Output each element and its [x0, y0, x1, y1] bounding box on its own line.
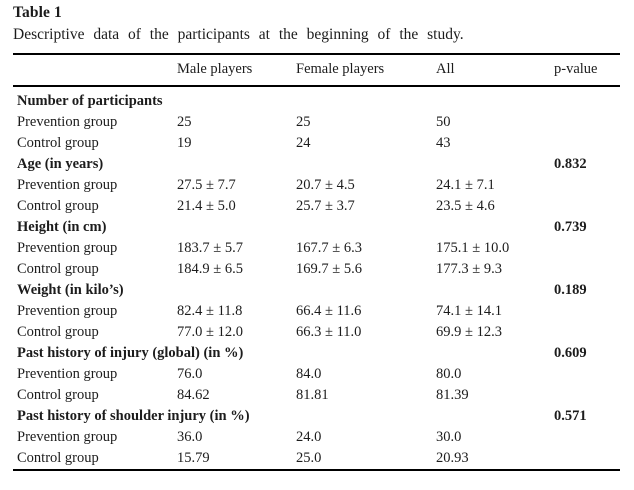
cell-all: 43	[436, 135, 451, 151]
section-row: Age (in years) 0.832	[13, 154, 620, 175]
column-header-male-players: Male players	[177, 61, 253, 77]
data-row: Prevention group 183.7 ± 5.7 167.7 ± 6.3…	[13, 238, 620, 259]
cell-all: 175.1 ± 10.0	[436, 240, 510, 256]
section-label: Weight (in kilo’s)	[17, 282, 124, 298]
cell-female: 84.0	[296, 366, 322, 382]
section-row: Past history of injury (global) (in %) 0…	[13, 343, 620, 364]
section-label: Number of participants	[17, 93, 163, 109]
data-row: Prevention group 25 25 50	[13, 112, 620, 133]
cell-female: 66.4 ± 11.6	[296, 303, 362, 319]
section-label: Height (in cm)	[17, 219, 107, 235]
cell-all: 80.0	[436, 366, 462, 382]
section-row: Past history of shoulder injury (in %) 0…	[13, 406, 620, 427]
cell-all: 69.9 ± 12.3	[436, 324, 502, 340]
cell-female: 25	[296, 114, 311, 130]
row-label: Prevention group	[17, 303, 118, 319]
data-row: Control group 77.0 ± 12.0 66.3 ± 11.0 69…	[13, 322, 620, 343]
row-label: Control group	[17, 387, 99, 403]
cell-male: 27.5 ± 7.7	[177, 177, 236, 193]
cell-female: 20.7 ± 4.5	[296, 177, 355, 193]
column-header-female-players: Female players	[296, 61, 385, 77]
section-p-value: 0.739	[554, 219, 587, 235]
table-title: Table 1	[13, 4, 62, 21]
section-p-value: 0.571	[554, 408, 587, 424]
row-label: Prevention group	[17, 429, 118, 445]
row-label: Control group	[17, 198, 99, 214]
data-row: Control group 184.9 ± 6.5 169.7 ± 5.6 17…	[13, 259, 620, 280]
section-row: Height (in cm) 0.739	[13, 217, 620, 238]
data-row: Prevention group 82.4 ± 11.8 66.4 ± 11.6…	[13, 301, 620, 322]
section-label: Past history of injury (global) (in %)	[17, 345, 244, 361]
cell-male: 15.79	[177, 450, 210, 466]
column-header-empty	[13, 59, 177, 80]
table-caption: Descriptive data of the participants at …	[13, 26, 464, 43]
section-row: Number of participants	[13, 91, 620, 112]
cell-female: 24.0	[296, 429, 322, 445]
cell-all: 50	[436, 114, 451, 130]
table-body: Number of participants Prevention group …	[13, 87, 620, 471]
row-label: Prevention group	[17, 177, 118, 193]
descriptive-data-table: Male players Female players All p-value …	[13, 53, 620, 471]
row-label: Prevention group	[17, 114, 118, 130]
data-row: Prevention group 36.0 24.0 30.0	[13, 427, 620, 448]
row-label: Control group	[17, 135, 99, 151]
cell-male: 36.0	[177, 429, 203, 445]
cell-male: 183.7 ± 5.7	[177, 240, 243, 256]
table-header: Male players Female players All p-value	[13, 53, 620, 87]
cell-female: 25.7 ± 3.7	[296, 198, 355, 214]
cell-male: 184.9 ± 6.5	[177, 261, 243, 277]
column-header-p-value: p-value	[554, 61, 598, 77]
cell-all: 23.5 ± 4.6	[436, 198, 495, 214]
section-label: Past history of shoulder injury (in %)	[17, 408, 250, 424]
row-label: Prevention group	[17, 240, 118, 256]
section-p-value	[554, 91, 620, 112]
section-p-value: 0.832	[554, 156, 587, 172]
data-row: Control group 15.79 25.0 20.93	[13, 448, 620, 469]
row-label: Control group	[17, 450, 99, 466]
cell-all: 30.0	[436, 429, 462, 445]
section-label: Age (in years)	[17, 156, 104, 172]
cell-all: 81.39	[436, 387, 469, 403]
header-row: Male players Female players All p-value	[13, 59, 620, 80]
section-p-value: 0.609	[554, 345, 587, 361]
cell-all: 177.3 ± 9.3	[436, 261, 502, 277]
column-header-all: All	[436, 61, 455, 77]
cell-all: 24.1 ± 7.1	[436, 177, 495, 193]
row-label: Control group	[17, 324, 99, 340]
section-row: Weight (in kilo’s) 0.189	[13, 280, 620, 301]
cell-female: 25.0	[296, 450, 322, 466]
cell-male: 25	[177, 114, 192, 130]
cell-all: 74.1 ± 14.1	[436, 303, 502, 319]
cell-male: 82.4 ± 11.8	[177, 303, 243, 319]
cell-male: 77.0 ± 12.0	[177, 324, 243, 340]
cell-female: 167.7 ± 6.3	[296, 240, 362, 256]
cell-female: 169.7 ± 5.6	[296, 261, 362, 277]
data-row: Control group 21.4 ± 5.0 25.7 ± 3.7 23.5…	[13, 196, 620, 217]
cell-male: 84.62	[177, 387, 210, 403]
cell-all: 20.93	[436, 450, 469, 466]
cell-female: 81.81	[296, 387, 329, 403]
section-p-value: 0.189	[554, 282, 587, 298]
cell-male: 19	[177, 135, 192, 151]
data-row: Prevention group 76.0 84.0 80.0	[13, 364, 620, 385]
row-label: Prevention group	[17, 366, 118, 382]
cell-male: 21.4 ± 5.0	[177, 198, 236, 214]
data-row: Control group 19 24 43	[13, 133, 620, 154]
data-row: Prevention group 27.5 ± 7.7 20.7 ± 4.5 2…	[13, 175, 620, 196]
cell-female: 66.3 ± 11.0	[296, 324, 362, 340]
cell-female: 24	[296, 135, 311, 151]
row-label: Control group	[17, 261, 99, 277]
cell-male: 76.0	[177, 366, 203, 382]
data-row: Control group 84.62 81.81 81.39	[13, 385, 620, 406]
